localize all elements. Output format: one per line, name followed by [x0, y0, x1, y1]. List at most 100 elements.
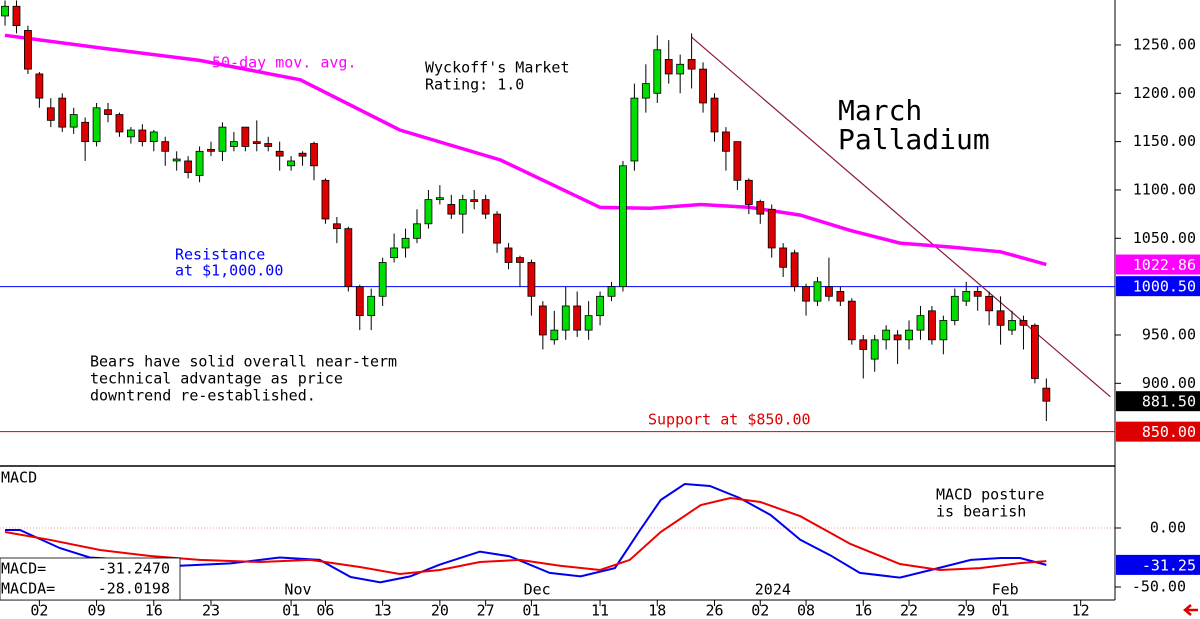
candle-body — [92, 107, 101, 143]
x-tick-label: 02 — [30, 602, 48, 619]
resistance-label: Resistance — [175, 246, 265, 264]
legend-name: MACDA= — [1, 580, 55, 598]
month-label: 2024 — [755, 581, 791, 599]
candle-body — [35, 73, 44, 99]
candle-body — [1, 5, 9, 17]
y-tick-label: 1100.00 — [1133, 180, 1196, 198]
candle-body — [46, 107, 55, 121]
month-label: Feb — [992, 581, 1019, 599]
candle-body — [69, 114, 78, 128]
candle-body — [1030, 324, 1039, 379]
price-box — [1116, 254, 1200, 275]
candle-body — [985, 295, 994, 312]
candle-body — [149, 131, 158, 143]
candle-body — [561, 305, 570, 331]
candle-body — [538, 305, 547, 336]
annotation: technical advantage as price — [90, 370, 343, 388]
candle-body — [184, 160, 193, 173]
support-label: Support at $850.00 — [648, 411, 811, 429]
candle-body — [367, 295, 376, 317]
candle-body — [12, 5, 21, 27]
annotation: downtrend re-established. — [90, 387, 316, 405]
candle-body — [664, 59, 673, 75]
macd-title: MACD — [1, 469, 37, 487]
candle-body — [733, 141, 742, 181]
candle-body — [767, 208, 776, 249]
candle-body — [928, 310, 936, 341]
candle-body — [619, 165, 627, 288]
candle-body — [172, 158, 181, 162]
candle-body — [81, 121, 90, 143]
candle-body — [413, 223, 421, 239]
candle-body — [641, 83, 650, 99]
candle-body — [573, 305, 582, 331]
candle-body — [1019, 320, 1028, 326]
candle-body — [825, 286, 833, 297]
candle-body — [401, 237, 410, 249]
price-box — [1116, 276, 1200, 297]
candle-body — [516, 257, 524, 263]
ma-label: 50-day mov. avg. — [212, 54, 357, 72]
candle-body — [722, 131, 730, 152]
candle-body — [676, 63, 685, 75]
x-tick-label: 27 — [477, 602, 495, 619]
x-tick-label: 09 — [88, 602, 106, 619]
candle-body — [699, 68, 707, 104]
candle-body — [790, 252, 799, 288]
candle-body — [939, 320, 948, 341]
candle-body — [58, 97, 67, 128]
candle-body — [332, 223, 341, 230]
candle-body — [195, 150, 204, 176]
candle-body — [504, 247, 513, 263]
annotation: MACD posture — [936, 486, 1044, 504]
candle-body — [24, 30, 32, 70]
legend-value: -28.0198 — [98, 580, 170, 598]
x-tick-label: 11 — [591, 602, 609, 619]
candle-body — [779, 247, 788, 268]
y-tick-label: 1200.00 — [1133, 84, 1196, 102]
x-tick-label: 22 — [900, 602, 918, 619]
x-tick-label: 02 — [751, 602, 769, 619]
candle-body — [310, 143, 318, 167]
price-box-label: 850.00 — [1142, 423, 1196, 441]
y-tick-label: 1150.00 — [1133, 132, 1196, 150]
x-tick-label: 23 — [202, 602, 220, 619]
candle-body — [802, 286, 810, 302]
y-tick-label: -50.00 — [1132, 578, 1186, 596]
candle-body — [710, 97, 719, 133]
candle-body — [905, 329, 913, 341]
candle-body — [996, 310, 1005, 326]
candle-body — [653, 49, 662, 94]
x-tick-label: 01 — [282, 602, 300, 619]
month-label: Dec — [524, 581, 551, 599]
x-tick-label: 06 — [316, 602, 334, 619]
candle-body — [950, 295, 959, 321]
candle-body — [321, 179, 330, 220]
y-tick-label: 0.00 — [1150, 519, 1186, 537]
x-tick-label: 16 — [854, 602, 872, 619]
price-box-label: 881.50 — [1142, 393, 1196, 411]
x-tick-label: 29 — [957, 602, 975, 619]
candle-body — [1008, 320, 1016, 331]
candle-body — [218, 126, 227, 152]
candle-body — [973, 291, 982, 297]
annotation: Rating: 1.0 — [425, 76, 524, 94]
candle-body — [882, 329, 891, 341]
candle-body — [127, 129, 135, 138]
candle-body — [104, 109, 112, 115]
candle-body — [481, 199, 490, 215]
candle-body — [1042, 387, 1051, 402]
candle-body — [584, 315, 593, 331]
candle-body — [493, 213, 501, 244]
scroll-arrow[interactable] — [1183, 604, 1198, 616]
price-box-label: 1000.50 — [1133, 278, 1196, 296]
candle-body — [836, 291, 845, 302]
x-tick-label: 08 — [797, 602, 815, 619]
candle-body — [298, 152, 307, 157]
moving-average — [4, 33, 1047, 267]
candle-body — [207, 148, 215, 152]
resistance-label: at $1,000.00 — [175, 262, 283, 280]
candle-body — [962, 291, 971, 302]
